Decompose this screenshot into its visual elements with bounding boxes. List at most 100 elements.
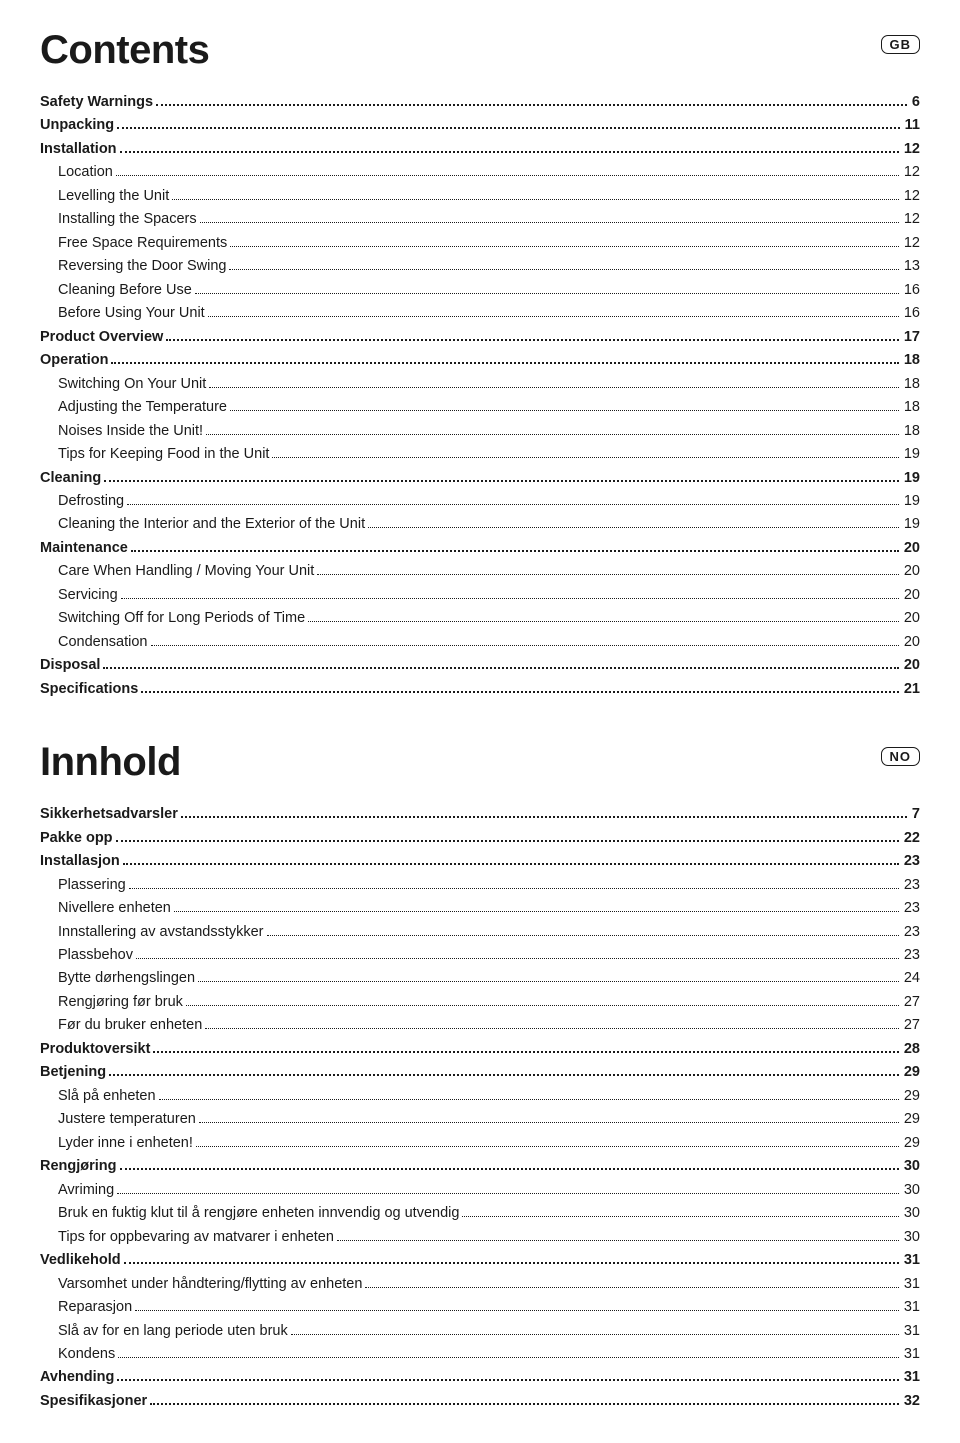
toc-leader-dots xyxy=(103,657,898,669)
toc-entry-label: Lyder inne i enheten! xyxy=(58,1132,193,1154)
toc-entry-label: Safety Warnings xyxy=(40,91,153,113)
toc-entry-page: 12 xyxy=(902,232,920,254)
toc-entry: Sikkerhetsadvarsler7 xyxy=(40,803,920,825)
toc-leader-dots xyxy=(117,117,900,129)
toc-entry: Installation12 xyxy=(40,138,920,160)
toc-leader-dots xyxy=(291,1322,899,1334)
toc-entry: Adjusting the Temperature18 xyxy=(40,396,920,418)
toc-leader-dots xyxy=(118,1346,899,1358)
toc-entry-label: Plassering xyxy=(58,874,126,896)
toc-entry: Servicing20 xyxy=(40,584,920,606)
toc-entry-page: 12 xyxy=(902,138,920,160)
toc-entry-label: Free Space Requirements xyxy=(58,232,227,254)
toc-entry-label: Reparasjon xyxy=(58,1296,132,1318)
toc-entry-page: 29 xyxy=(902,1061,920,1083)
toc-entry: Spesifikasjoner32 xyxy=(40,1390,920,1412)
toc-leader-dots xyxy=(111,352,898,364)
toc-entry-label: Bruk en fuktig klut til å rengjøre enhet… xyxy=(58,1202,459,1224)
toc-entry-page: 16 xyxy=(902,279,920,301)
toc-entry: Produktoversikt28 xyxy=(40,1038,920,1060)
toc-entry-label: Operation xyxy=(40,349,108,371)
toc-entry-label: Cleaning Before Use xyxy=(58,279,192,301)
toc-entry-page: 29 xyxy=(902,1108,920,1130)
toc-entry-page: 23 xyxy=(902,874,920,896)
toc-leader-dots xyxy=(153,1041,898,1053)
toc-entry-label: Installing the Spacers xyxy=(58,208,197,230)
toc-entry-label: Rengjøring xyxy=(40,1155,117,1177)
toc-leader-dots xyxy=(156,94,907,106)
toc-leader-dots xyxy=(136,947,899,959)
toc-entry-page: 20 xyxy=(902,537,920,559)
toc-entry: Defrosting19 xyxy=(40,490,920,512)
toc-leader-dots xyxy=(317,563,899,575)
toc-entry-label: Tips for oppbevaring av matvarer i enhet… xyxy=(58,1226,334,1248)
toc-entry: Reversing the Door Swing13 xyxy=(40,255,920,277)
toc-entry-page: 24 xyxy=(902,967,920,989)
toc-entry-page: 20 xyxy=(902,560,920,582)
toc-entry-page: 31 xyxy=(902,1366,920,1388)
toc-entry-label: Condensation xyxy=(58,631,148,653)
toc-leader-dots xyxy=(109,1064,899,1076)
toc-entry: Rengjøring 30 xyxy=(40,1155,920,1177)
toc-leader-dots xyxy=(104,469,899,481)
toc-entry: Operation18 xyxy=(40,349,920,371)
toc-entry-label: Slå på enheten xyxy=(58,1085,156,1107)
toc-leader-dots xyxy=(198,970,899,982)
toc-entry-label: Før du bruker enheten xyxy=(58,1014,202,1036)
toc-entry-page: 29 xyxy=(902,1085,920,1107)
toc-entry-page: 20 xyxy=(902,607,920,629)
toc-leader-dots xyxy=(195,281,899,293)
toc-entry: Unpacking11 xyxy=(40,114,920,136)
toc-entry-page: 31 xyxy=(902,1343,920,1365)
toc-entry: Innstallering av avstandsstykker23 xyxy=(40,921,920,943)
toc-section-header: Contents GB xyxy=(40,28,920,73)
toc-entry-page: 22 xyxy=(902,827,920,849)
toc-entry: Kondens 31 xyxy=(40,1343,920,1365)
toc-entry: Slå av for en lang periode uten bruk 31 xyxy=(40,1320,920,1342)
toc-entry-page: 21 xyxy=(902,678,920,700)
toc-entry-page: 31 xyxy=(902,1249,920,1271)
toc-title: Innhold xyxy=(40,740,181,785)
toc-entry-label: Kondens xyxy=(58,1343,115,1365)
toc-entry: Vedlikehold31 xyxy=(40,1249,920,1271)
toc-entry: Levelling the Unit12 xyxy=(40,185,920,207)
toc-entry-label: Maintenance xyxy=(40,537,128,559)
language-badge: GB xyxy=(881,35,921,54)
toc-entry-page: 30 xyxy=(902,1226,920,1248)
toc-leader-dots xyxy=(135,1299,899,1311)
toc-entry: Avhending31 xyxy=(40,1366,920,1388)
toc-entry-page: 31 xyxy=(902,1320,920,1342)
toc-entry-page: 20 xyxy=(902,584,920,606)
toc-entry-label: Rengjøring før bruk xyxy=(58,991,183,1013)
toc-entry: Cleaning the Interior and the Exterior o… xyxy=(40,513,920,535)
toc-entry-page: 32 xyxy=(902,1390,920,1412)
toc-leader-dots xyxy=(230,399,899,411)
toc-entry: Switching On Your Unit18 xyxy=(40,373,920,395)
toc-entry-page: 19 xyxy=(902,490,920,512)
toc-entry-page: 27 xyxy=(902,991,920,1013)
toc-entry: Plassbehov23 xyxy=(40,944,920,966)
toc-entry: Safety Warnings6 xyxy=(40,91,920,113)
toc-entry-page: 19 xyxy=(902,513,920,535)
toc-entry: Maintenance 20 xyxy=(40,537,920,559)
toc-leader-dots xyxy=(308,610,899,622)
toc-title: Contents xyxy=(40,28,209,73)
toc-leader-dots xyxy=(365,1275,898,1287)
toc-leader-dots xyxy=(116,164,899,176)
toc-entry-page: 31 xyxy=(902,1296,920,1318)
toc-entry-label: Slå av for en lang periode uten bruk xyxy=(58,1320,288,1342)
toc-entry-page: 23 xyxy=(902,897,920,919)
toc-entry: Specifications21 xyxy=(40,678,920,700)
toc-entry-label: Switching On Your Unit xyxy=(58,373,206,395)
toc-entry: Plassering 23 xyxy=(40,874,920,896)
toc-leader-dots xyxy=(131,540,899,552)
toc-entry: Installing the Spacers12 xyxy=(40,208,920,230)
toc-entry-page: 30 xyxy=(902,1155,920,1177)
toc-leader-dots xyxy=(117,1181,899,1193)
toc-entry-page: 12 xyxy=(902,161,920,183)
toc-entry: Product Overview17 xyxy=(40,326,920,348)
toc-entry: Location12 xyxy=(40,161,920,183)
toc-entry: Reparasjon 31 xyxy=(40,1296,920,1318)
toc-leader-dots xyxy=(199,1111,899,1123)
document-root: ContentsGBSafety Warnings6Unpacking11Ins… xyxy=(40,28,920,1412)
